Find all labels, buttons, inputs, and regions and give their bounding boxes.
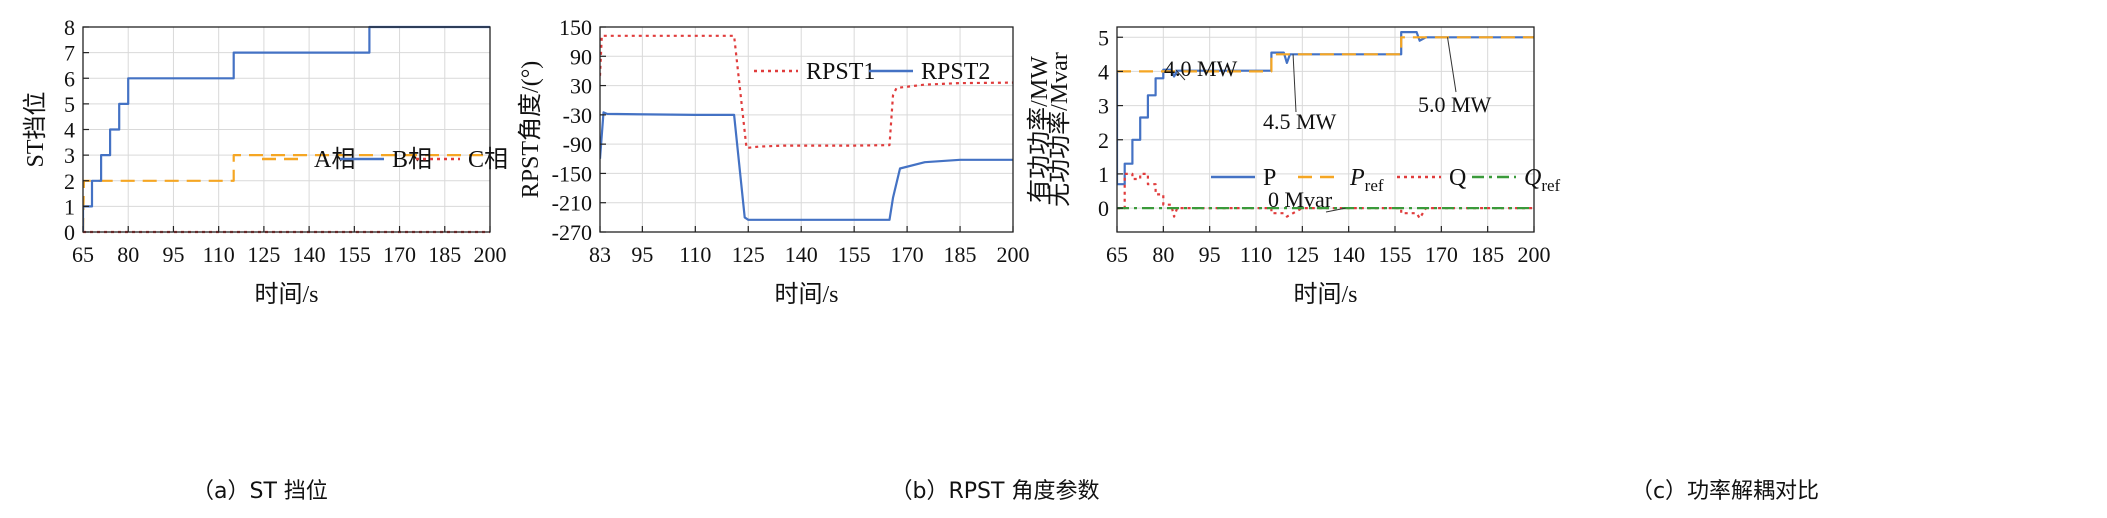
y-tick-label: 0	[64, 220, 75, 245]
series-line-Pref	[1117, 36, 1534, 73]
x-tick-label: 125	[732, 242, 765, 267]
annotation-4-0-mw: 4.0 MW	[1164, 56, 1238, 81]
annotation-leader	[1292, 54, 1297, 113]
chart-panel-c: 65 80 95 110 125 140 155 170 185 200 0 1 2 3 4 5 时间/s 有功功…	[1026, 25, 1561, 308]
annotation-5-0-mw: 5.0 MW	[1418, 92, 1492, 117]
series-line-B相	[83, 25, 490, 232]
x-tick-label: 200	[1518, 242, 1551, 267]
y-axis-label: 有功功率/MW	[1026, 56, 1053, 203]
x-tick-label: 65	[1106, 242, 1128, 267]
series-line-RPST1	[600, 34, 1013, 150]
x-axis-label: 时间/s	[774, 281, 838, 308]
x-tick-label: 170	[891, 242, 924, 267]
series-line-Q	[1117, 172, 1534, 220]
legend-label: B相	[392, 146, 432, 173]
y-tick-label: 5	[1098, 25, 1109, 50]
y-axis-label: RPST角度/(°)	[517, 61, 544, 199]
x-tick-label: 170	[383, 242, 416, 267]
x-tick-label: 83	[589, 242, 611, 267]
legend-label: RPST2	[921, 59, 990, 85]
x-tick-label: 110	[203, 242, 235, 267]
y-tick-label: -30	[563, 103, 592, 128]
y-axis-label: 无功功率/Mvar	[1046, 52, 1073, 207]
legend-label: C相	[468, 146, 508, 173]
annotation-4-5-mw: 4.5 MW	[1263, 109, 1337, 134]
y-tick-label: 5	[64, 92, 75, 117]
y-tick-label: 4	[1098, 59, 1109, 84]
x-tick-label: 140	[785, 242, 818, 267]
y-tick-label: 2	[64, 169, 75, 194]
chart-panel-b: 83 95 110 125 140 155 170 185 200 -270 -210 -150 -90…	[517, 15, 1030, 308]
plot-frame	[599, 26, 1014, 233]
annotation-leader	[1175, 69, 1186, 81]
x-tick-label: 110	[679, 242, 711, 267]
legend-label: RPST1	[806, 59, 875, 85]
y-tick-label: 6	[64, 66, 75, 91]
y-tick-label: 30	[570, 74, 592, 99]
annotation-leader	[1447, 37, 1457, 93]
y-tick-label: 8	[64, 15, 75, 40]
x-tick-label: 200	[997, 242, 1030, 267]
caption-c: （c）功率解耦对比	[1631, 479, 1819, 504]
legend-label-sub: ref	[1365, 176, 1384, 195]
x-tick-label: 185	[428, 242, 461, 267]
legend-label: Pref	[1349, 165, 1384, 195]
y-tick-label: 7	[64, 41, 75, 66]
x-tick-label: 80	[1152, 242, 1174, 267]
x-tick-label: 140	[1332, 242, 1365, 267]
legend-label-sub: ref	[1541, 176, 1560, 195]
x-tick-label: 155	[338, 242, 371, 267]
x-axis-label: 时间/s	[254, 281, 318, 308]
annotation-leader	[1325, 207, 1346, 213]
x-tick-label: 80	[117, 242, 139, 267]
y-tick-label: 1	[1098, 162, 1109, 187]
x-axis-label: 时间/s	[1293, 281, 1357, 308]
legend-label: Qref	[1524, 165, 1561, 195]
x-tick-label: 200	[474, 242, 507, 267]
x-tick-label: 155	[838, 242, 871, 267]
y-tick-label: 150	[559, 15, 592, 40]
x-tick-label: 95	[1199, 242, 1221, 267]
annotation-0-mvar: 0 Mvar	[1268, 187, 1333, 212]
x-tick-label: 125	[247, 242, 280, 267]
y-tick-label: 2	[1098, 128, 1109, 153]
y-tick-label: -150	[552, 161, 592, 186]
legend-label: Q	[1449, 165, 1466, 191]
legend-label-main: P	[1349, 165, 1365, 191]
plot-frame	[1116, 26, 1535, 233]
y-tick-label: -270	[552, 220, 592, 245]
x-tick-label: 185	[1471, 242, 1504, 267]
y-tick-label: -210	[552, 191, 592, 216]
x-tick-label: 95	[162, 242, 184, 267]
y-axis-label: ST挡位	[22, 91, 49, 167]
caption-a: （a）ST 挡位	[192, 479, 328, 504]
y-tick-label: 4	[64, 118, 75, 143]
y-tick-label: 0	[1098, 196, 1109, 221]
legend-label: P	[1263, 165, 1276, 191]
legend-label-main: Q	[1524, 165, 1541, 191]
y-tick-label: -90	[563, 132, 592, 157]
y-tick-label: 90	[570, 44, 592, 69]
caption-b: （b）RPST 角度参数	[891, 479, 1100, 504]
x-tick-label: 95	[631, 242, 653, 267]
series-line-RPST2	[600, 111, 1013, 221]
y-tick-label: 3	[1098, 94, 1109, 119]
y-tick-label: 3	[64, 143, 75, 168]
x-tick-label: 65	[72, 242, 94, 267]
x-tick-label: 170	[1425, 242, 1458, 267]
x-tick-label: 110	[1240, 242, 1272, 267]
y-tick-label: 1	[64, 194, 75, 219]
x-tick-label: 185	[944, 242, 977, 267]
x-tick-label: 155	[1379, 242, 1412, 267]
x-tick-label: 125	[1286, 242, 1319, 267]
series-line-A相	[83, 154, 490, 233]
x-tick-label: 140	[293, 242, 326, 267]
